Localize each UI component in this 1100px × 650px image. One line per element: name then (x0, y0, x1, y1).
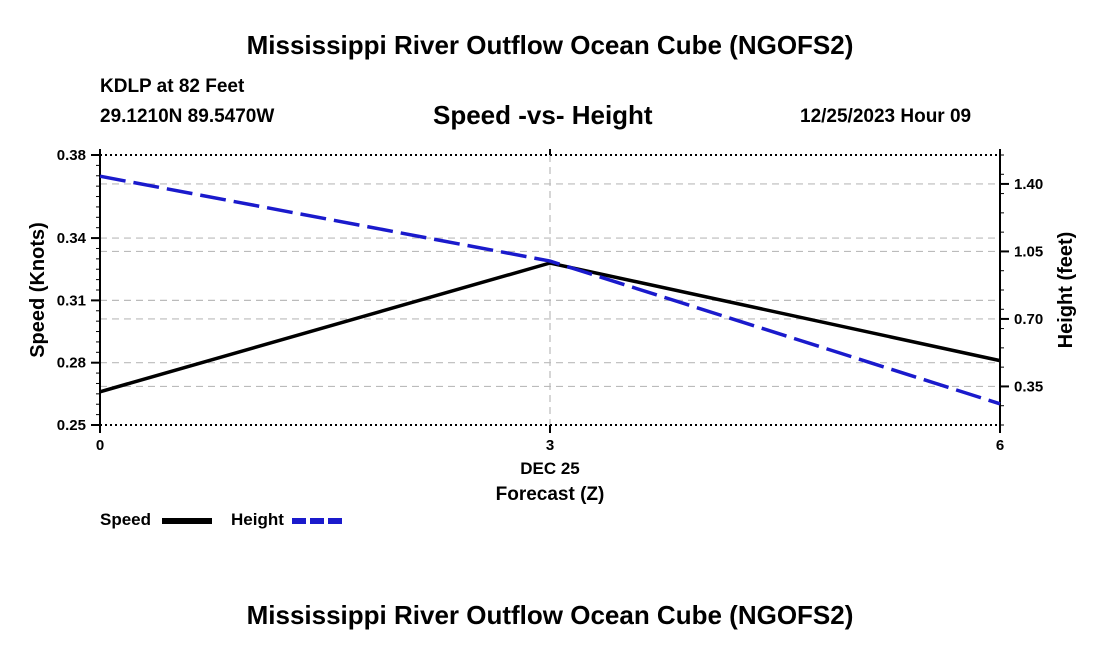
height-series-line (99, 174, 1001, 406)
speed-series-line (99, 261, 1001, 394)
coordinates-label: 29.1210N 89.5470W (100, 106, 275, 127)
right-axis-tick-label: 0.70 (1014, 311, 1043, 328)
x-axis-title: Forecast (Z) (496, 484, 605, 505)
chart-subtitle: Speed -vs- Height (433, 100, 653, 130)
right-axis-title: Height (feet) (1055, 232, 1077, 349)
left-axis-tick-label: 0.38 (57, 147, 86, 164)
right-axis-tick-label: 1.05 (1014, 243, 1043, 260)
right-axis-tick-label: 0.35 (1014, 378, 1043, 395)
left-axis-tick-label: 0.34 (57, 230, 87, 247)
legend-speed-label: Speed (100, 510, 152, 529)
left-axis-title: Speed (Knots) (27, 222, 49, 358)
legend-speed-swatch (162, 518, 212, 524)
datetime-label: 12/25/2023 Hour 09 (800, 106, 972, 127)
x-axis-tick-label: 6 (996, 437, 1004, 454)
legend-height-swatch (292, 518, 342, 524)
footer-title: Mississippi River Outflow Ocean Cube (NG… (246, 600, 854, 630)
station-label: KDLP at 82 Feet (100, 76, 245, 97)
right-axis-tick-label: 1.40 (1014, 176, 1043, 193)
left-axis-tick-label: 0.31 (57, 292, 86, 309)
legend-height-label: Height (231, 510, 284, 529)
x-axis-date-label: DEC 25 (520, 459, 580, 478)
page-title: Mississippi River Outflow Ocean Cube (NG… (246, 30, 854, 60)
x-axis-tick-label: 3 (546, 437, 554, 454)
left-axis-tick-label: 0.28 (57, 355, 86, 372)
left-axis-tick-label: 0.25 (57, 417, 86, 434)
x-axis-tick-label: 0 (96, 437, 104, 454)
